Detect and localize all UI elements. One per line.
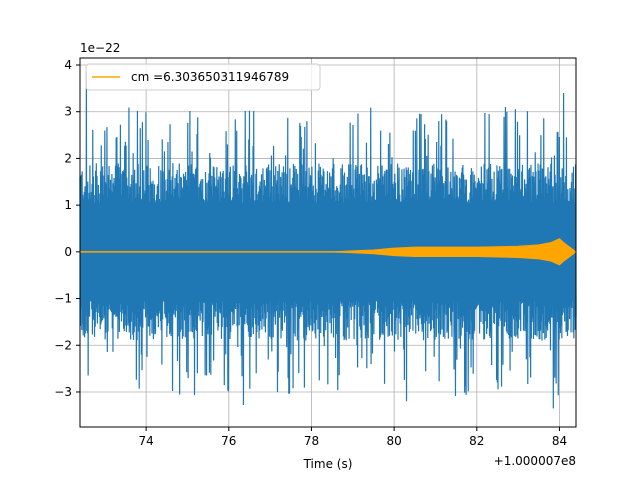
- y-tick-label: 1: [64, 198, 72, 212]
- x-tick-label: 82: [469, 434, 484, 448]
- y-tick-label: −3: [54, 385, 72, 399]
- y-scale-label: 1e−22: [80, 41, 120, 55]
- x-offset-label: +1.000007e8: [494, 454, 576, 468]
- x-axis-ticks: 74 76 78 80 82 84: [138, 427, 567, 448]
- x-tick-label: 78: [304, 434, 319, 448]
- x-tick-label: 76: [221, 434, 236, 448]
- y-tick-label: −2: [54, 338, 72, 352]
- y-tick-label: 0: [64, 245, 72, 259]
- plot-frame: [79, 57, 577, 428]
- x-tick-label: 84: [552, 434, 567, 448]
- legend-box: [85, 63, 321, 91]
- x-axis-label: Time (s): [303, 457, 353, 471]
- y-tick-label: 3: [64, 105, 72, 119]
- y-tick-label: 2: [64, 151, 72, 165]
- y-tick-label: −1: [54, 292, 72, 306]
- strain-line: [79, 72, 577, 409]
- y-axis-ticks: −3 −2 −1 0 1 2 3 4: [54, 58, 80, 399]
- x-tick-label: 80: [386, 434, 401, 448]
- legend-label-template: cm =6.303650311946789: [131, 70, 289, 84]
- strain-series: [79, 72, 577, 409]
- y-tick-label: 4: [64, 58, 72, 72]
- legend: cm =6.303650311946789: [85, 63, 321, 91]
- x-tick-label: 74: [138, 434, 153, 448]
